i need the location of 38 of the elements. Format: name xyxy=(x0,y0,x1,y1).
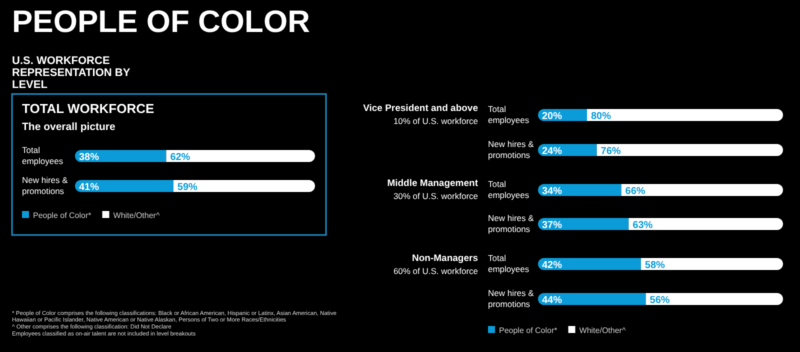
y-tick-label: New hires & promotions xyxy=(488,288,534,309)
y-tick-label: New hires & promotions xyxy=(488,213,534,234)
text: 10% of U.S. workforce xyxy=(393,116,478,126)
y-tick-label: Total employees xyxy=(488,179,530,200)
data-label: 63% xyxy=(632,220,653,231)
text: Vice President and above xyxy=(363,103,478,114)
data-label: 66% xyxy=(625,186,646,197)
data-label: 37% xyxy=(542,220,562,231)
data-label: 62% xyxy=(170,152,190,163)
data-label: 20% xyxy=(542,110,562,122)
y-tick-label: Total employees xyxy=(488,253,530,274)
chart-title: TOTAL WORKFORCE xyxy=(22,101,154,116)
data-label: 76% xyxy=(600,146,621,157)
legend-label: People of Color* xyxy=(499,326,558,335)
chart-subtitle: The overall picture xyxy=(22,121,116,133)
y-tick-label: Total employees xyxy=(488,104,530,125)
legend-label: White/Other^ xyxy=(579,326,626,335)
y-tick-label: New hires & promotions xyxy=(488,139,534,160)
legend-label: White/Other^ xyxy=(113,211,160,220)
data-label: 24% xyxy=(542,146,562,157)
data-label: 42% xyxy=(542,260,562,271)
y-tick-label: New hires & promotions xyxy=(22,175,68,196)
data-label: 38% xyxy=(79,152,100,163)
text: U.S. WORKFORCE REPRESENTATION BY LEVEL xyxy=(12,55,131,91)
text: 30% of U.S. workforce xyxy=(393,191,478,201)
text: Middle Management xyxy=(387,178,479,189)
y-tick-label: Total employees xyxy=(22,145,64,166)
data-label: 58% xyxy=(644,260,666,271)
data-label: 59% xyxy=(177,182,198,193)
data-label: 56% xyxy=(650,294,670,306)
data-label: 34% xyxy=(542,186,562,197)
text: 60% of U.S. workforce xyxy=(393,266,478,276)
data-label: 80% xyxy=(591,110,612,122)
data-label: 41% xyxy=(79,182,100,193)
text: PEOPLE OF COLOR xyxy=(12,4,310,39)
text: Non-Managers xyxy=(412,253,478,264)
data-label: 44% xyxy=(542,294,562,306)
legend-label: People of Color* xyxy=(33,211,92,220)
